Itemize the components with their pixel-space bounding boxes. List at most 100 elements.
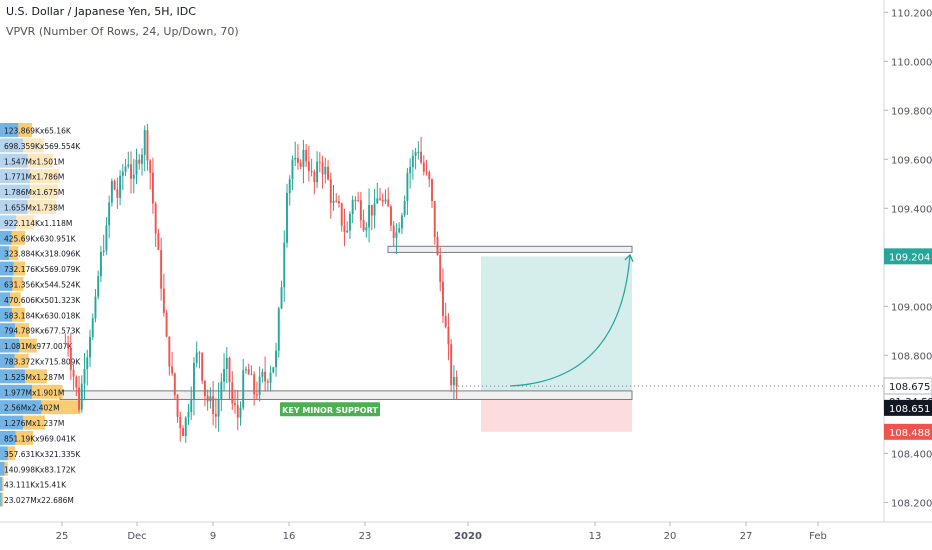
candle-body bbox=[348, 214, 351, 231]
volume-profile-label: 425.69Kx630.951K bbox=[4, 234, 77, 243]
candle-body bbox=[332, 200, 335, 204]
volume-profile-label: 140.998Kx83.172K bbox=[4, 465, 77, 474]
candle-body bbox=[89, 336, 91, 358]
y-tick-label: 108.800 bbox=[891, 351, 932, 362]
volume-profile-up-bar bbox=[0, 384, 33, 399]
candle-body bbox=[110, 180, 113, 203]
candle-body bbox=[99, 251, 102, 277]
y-tick-label: 109.000 bbox=[891, 302, 932, 313]
candle-body bbox=[168, 336, 171, 367]
candle-body bbox=[184, 417, 187, 436]
price-badge bbox=[884, 248, 932, 265]
annotation-label: KEY MINOR SUPPORT bbox=[282, 406, 378, 415]
candle-body bbox=[288, 179, 291, 194]
support-box[interactable] bbox=[59, 390, 633, 400]
price-badge-label: 108.651 bbox=[889, 404, 930, 415]
candle-body bbox=[351, 199, 354, 215]
indicator-legend[interactable]: VPVR (Number Of Rows, 24, Up/Down, 70) bbox=[6, 25, 239, 38]
annotation-box[interactable] bbox=[280, 402, 380, 417]
volume-profile-label: 123.869Kx65.16K bbox=[4, 127, 72, 136]
candle-body bbox=[138, 159, 141, 164]
candle-body bbox=[400, 215, 403, 229]
x-tick-label: 16 bbox=[283, 531, 296, 542]
volume-profile-label: 698.359Kx569.554K bbox=[4, 142, 81, 151]
volume-profile-up-bar bbox=[0, 230, 12, 245]
volume-profile-up-bar bbox=[0, 338, 20, 353]
candle-body bbox=[130, 164, 132, 179]
volume-profile-down-bar bbox=[4, 461, 8, 476]
volume-profile-label: 922.114Kx1.118M bbox=[4, 219, 72, 228]
candle-body bbox=[447, 326, 450, 345]
volume-profile-up-bar bbox=[0, 307, 12, 322]
candle-body bbox=[195, 352, 198, 363]
x-tick-label: 25 bbox=[56, 531, 69, 542]
candle-body bbox=[146, 130, 149, 161]
candle-body bbox=[376, 198, 379, 204]
candle-body bbox=[392, 225, 395, 238]
candle-body bbox=[124, 166, 127, 172]
candle-body bbox=[261, 371, 264, 377]
candle-body bbox=[409, 167, 412, 174]
volume-profile-label: 783.372Kx715.809K bbox=[4, 358, 81, 367]
x-tick-label: 27 bbox=[740, 531, 753, 542]
volume-profile-down-bar bbox=[41, 400, 81, 415]
resistance-box[interactable] bbox=[387, 245, 633, 253]
candle-body bbox=[455, 377, 458, 387]
candle-body bbox=[381, 199, 384, 202]
candle-body bbox=[182, 428, 184, 436]
candle-body bbox=[346, 230, 349, 233]
candle-body bbox=[236, 405, 239, 418]
candle-body bbox=[269, 372, 272, 383]
volume-profile-down-bar bbox=[32, 384, 63, 399]
candle-body bbox=[387, 199, 390, 207]
projection-arrow[interactable] bbox=[509, 254, 631, 387]
volume-profile-up-bar bbox=[0, 323, 16, 338]
candle-body bbox=[307, 161, 310, 171]
candle-body bbox=[67, 343, 70, 349]
volume-profile-label: 631.356Kx544.524K bbox=[4, 281, 81, 290]
candle-body bbox=[354, 199, 357, 201]
x-tick-label: 20 bbox=[664, 531, 677, 542]
candle-body bbox=[441, 281, 444, 316]
price-badge bbox=[884, 423, 932, 440]
price-badge-label: 108.488 bbox=[889, 428, 930, 439]
candle-body bbox=[425, 171, 428, 173]
target-zone[interactable] bbox=[481, 256, 632, 392]
candle-body bbox=[275, 350, 278, 368]
price-badge-label: 109.204 bbox=[889, 252, 930, 263]
candle-body bbox=[69, 348, 72, 370]
candle-body bbox=[324, 166, 327, 175]
candle-body bbox=[234, 403, 236, 406]
volume-profile-up-bar bbox=[0, 123, 19, 137]
candle-body bbox=[365, 227, 368, 231]
candle-body bbox=[338, 201, 340, 204]
candle-body bbox=[75, 376, 78, 388]
candle-body bbox=[253, 374, 256, 395]
candle-body bbox=[116, 189, 119, 198]
candle-body bbox=[97, 276, 100, 297]
volume-profile-up-bar bbox=[0, 369, 26, 384]
candle-body bbox=[91, 318, 94, 337]
volume-profile-up-bar bbox=[0, 200, 28, 214]
candle-body bbox=[149, 160, 152, 173]
candle-body bbox=[294, 157, 297, 160]
candle-body bbox=[395, 232, 398, 238]
volume-profile-down-bar bbox=[23, 138, 44, 153]
price-badge-label: 108.675 bbox=[889, 382, 930, 393]
candle-body bbox=[105, 225, 108, 251]
candle-body bbox=[428, 172, 431, 180]
candle-body bbox=[179, 416, 182, 429]
candle-body bbox=[411, 155, 414, 168]
candle-body bbox=[343, 225, 346, 233]
candle-body bbox=[225, 358, 228, 369]
candle-body bbox=[113, 180, 116, 190]
candle-body bbox=[291, 159, 294, 180]
candle-body bbox=[390, 206, 392, 226]
volume-profile-up-bar bbox=[0, 461, 5, 476]
candle-body bbox=[398, 228, 401, 233]
candle-body bbox=[368, 204, 371, 228]
volume-profile-up-bar bbox=[0, 292, 11, 307]
y-tick-label: 109.800 bbox=[891, 106, 932, 117]
y-tick-label: 110.200 bbox=[891, 8, 932, 19]
